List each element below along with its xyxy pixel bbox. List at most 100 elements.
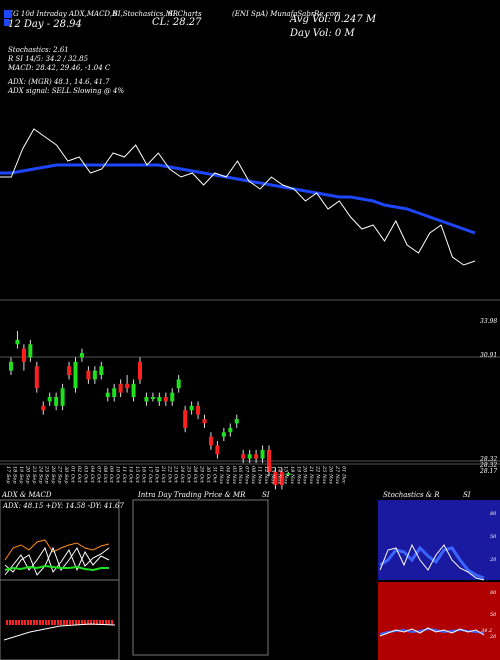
date-tick: 19 Sep [18, 466, 24, 484]
candle-body [112, 388, 117, 398]
stochastics-panel-title: Stochastics & R [383, 491, 440, 499]
date-tick: 03 Oct [82, 466, 88, 484]
candle-body [189, 405, 194, 411]
date-tick: 18 Nov [289, 466, 295, 484]
candle-body [247, 454, 252, 459]
macd-bar [81, 620, 83, 625]
date-tick: 31 Oct [211, 466, 217, 484]
rsi-current: 34.2 [481, 628, 493, 634]
intraday-panel-title: Intra Day Trading Price & MR [138, 491, 246, 499]
price-tick: 28.32 [480, 456, 498, 463]
price-line [0, 128, 476, 266]
candle-body [208, 436, 213, 446]
candle-body [138, 361, 142, 380]
macd-bar [111, 620, 113, 625]
date-tick: 14 Nov [276, 466, 282, 484]
date-tick: 23 Oct [173, 465, 179, 484]
candle-body [279, 471, 284, 486]
macd-bar [51, 620, 53, 625]
adx-signal: ADX signal: SELL Slowing @ 4% [8, 87, 125, 95]
candlestick-chart [9, 331, 291, 490]
macd-bar [96, 620, 98, 625]
stochastics-panel-si: SI [463, 491, 471, 499]
candle-body [202, 419, 207, 424]
date-tick: 20 Nov [302, 465, 308, 484]
candle-body [273, 471, 278, 486]
macd-bar [39, 620, 41, 625]
day-change: 12 Day - 28.94 [8, 19, 82, 30]
adx-value: ADX: (MGR) 48.1, 14.6, 41.7 [8, 78, 110, 86]
candle-body [183, 410, 188, 428]
candle-body [170, 392, 175, 402]
macd-bar [21, 620, 23, 625]
date-tick: 30 Sep [63, 466, 69, 484]
candle-body [131, 383, 136, 398]
candle-body [267, 449, 271, 472]
date-tick: 25 Oct [186, 465, 192, 484]
date-tick: 18 Sep [11, 466, 17, 484]
macd-bar [12, 620, 14, 625]
candle-body [286, 473, 291, 476]
candle-body [60, 388, 65, 406]
mrsi-line [379, 627, 485, 637]
candle-body [21, 348, 26, 362]
macd-bar [30, 620, 32, 625]
macd-bar [9, 620, 11, 625]
candle-body [67, 366, 72, 376]
candle-body [176, 379, 181, 389]
adx-panel-values: ADX: 48.15 +DY: 14.58 -DY: 41.67 [3, 502, 124, 510]
macd-bar [63, 620, 65, 625]
rsi-tick: 20 [490, 634, 497, 640]
candle-body [41, 405, 46, 411]
macd-bar [87, 620, 89, 625]
adx-lines [4, 539, 110, 576]
date-tick: 27 Sep [57, 465, 63, 484]
date-tick: 11 Oct [121, 466, 127, 484]
date-tick: 07 Nov [244, 466, 250, 484]
candle-body [234, 419, 239, 424]
macd-bar [45, 620, 47, 625]
date-tick: 24 Oct [179, 465, 185, 484]
candle-body [125, 383, 130, 389]
date-tick: 08 Nov [250, 466, 256, 484]
intraday-panel [132, 499, 269, 656]
date-tick: 12 Nov [263, 466, 269, 484]
macd-bar [69, 620, 71, 625]
candle-body [221, 432, 226, 437]
candle-body [28, 344, 33, 358]
candle-body [215, 445, 220, 455]
macd-bar [78, 620, 80, 625]
macd-bar [18, 620, 20, 625]
date-tick: 24 Sep [37, 465, 43, 484]
rsi-value: R SI 14/5: 34.2 / 32.85 [8, 55, 89, 63]
date-tick: 20 Sep [24, 465, 30, 484]
avg-volume: Avg Vol: 0.247 M [290, 14, 377, 25]
date-tick: 26 Nov [328, 465, 334, 484]
date-tick: 11 Nov [257, 466, 263, 484]
candle-body [157, 397, 162, 402]
macd-bar [54, 620, 56, 625]
date-tick: 25 Sep [44, 465, 50, 484]
date-tick: 07 Oct [95, 466, 101, 484]
date-tick: 04 Nov [224, 466, 230, 484]
rsi-tick: 50 [490, 612, 497, 618]
candle-body [86, 370, 91, 380]
adx-series-line [4, 539, 110, 561]
macd-line [3, 623, 116, 641]
date-tick: 29 Oct [199, 465, 205, 484]
candle-body [105, 392, 110, 398]
date-tick: 04 Oct [89, 466, 95, 484]
date-tick: 22 Oct [166, 465, 172, 484]
date-tick: 23 Sep [31, 465, 37, 484]
rsi-lines [379, 627, 485, 637]
candle-body [47, 397, 52, 402]
adx-series-line [4, 564, 109, 572]
macd-bar [42, 620, 44, 625]
date-tick: 21 Nov [308, 465, 314, 484]
candle-body [99, 366, 104, 376]
macd-bar [48, 620, 50, 625]
macd-bar [36, 620, 38, 625]
header-title-mid2: SI Charts [168, 10, 202, 18]
candle-body [92, 370, 97, 380]
